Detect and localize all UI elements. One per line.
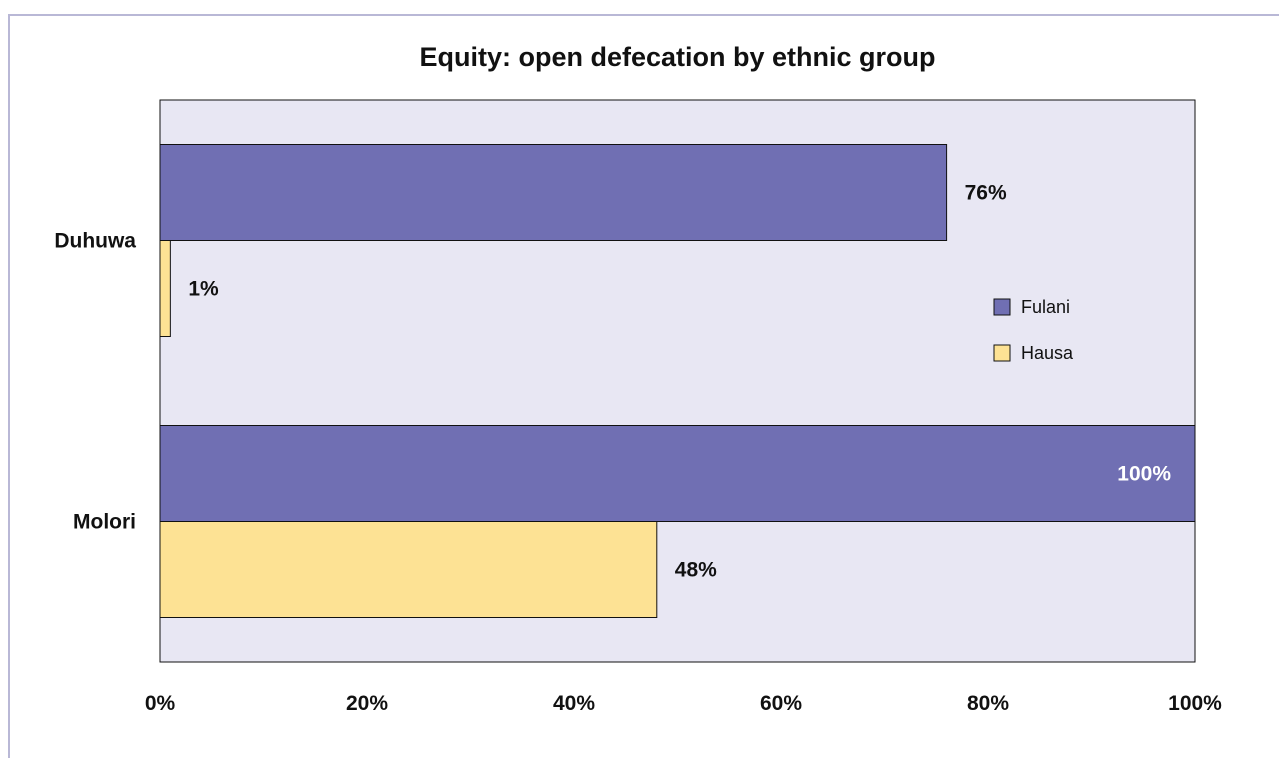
data-label-fulani-duhuwa: 76% bbox=[965, 182, 1007, 205]
legend-swatch-hausa bbox=[993, 344, 1011, 362]
category-label-molori: Molori bbox=[73, 511, 136, 534]
legend-label-hausa: Hausa bbox=[1021, 343, 1074, 363]
data-label-hausa-duhuwa: 1% bbox=[188, 278, 219, 301]
data-label-fulani-molori: 100% bbox=[1117, 463, 1171, 486]
x-tick-label: 0% bbox=[145, 692, 176, 715]
legend-label-fulani: Fulani bbox=[1021, 297, 1070, 317]
x-tick-label: 80% bbox=[967, 692, 1009, 715]
frame-left-border bbox=[8, 14, 10, 758]
data-label-hausa-molori: 48% bbox=[675, 559, 717, 582]
legend-swatch-fulani bbox=[993, 298, 1011, 316]
x-tick-label: 60% bbox=[760, 692, 802, 715]
frame-top-border bbox=[8, 14, 1279, 16]
chart-title: Equity: open defecation by ethnic group bbox=[419, 42, 936, 72]
bar-fulani-molori bbox=[159, 425, 1196, 522]
x-tick-label: 40% bbox=[553, 692, 595, 715]
category-label-duhuwa: Duhuwa bbox=[54, 230, 136, 253]
x-tick-label: 100% bbox=[1168, 692, 1222, 715]
x-tick-label: 20% bbox=[346, 692, 388, 715]
bar-hausa-duhuwa bbox=[159, 240, 171, 337]
bar-fulani-duhuwa bbox=[159, 144, 948, 241]
bar-hausa-molori bbox=[159, 521, 658, 618]
